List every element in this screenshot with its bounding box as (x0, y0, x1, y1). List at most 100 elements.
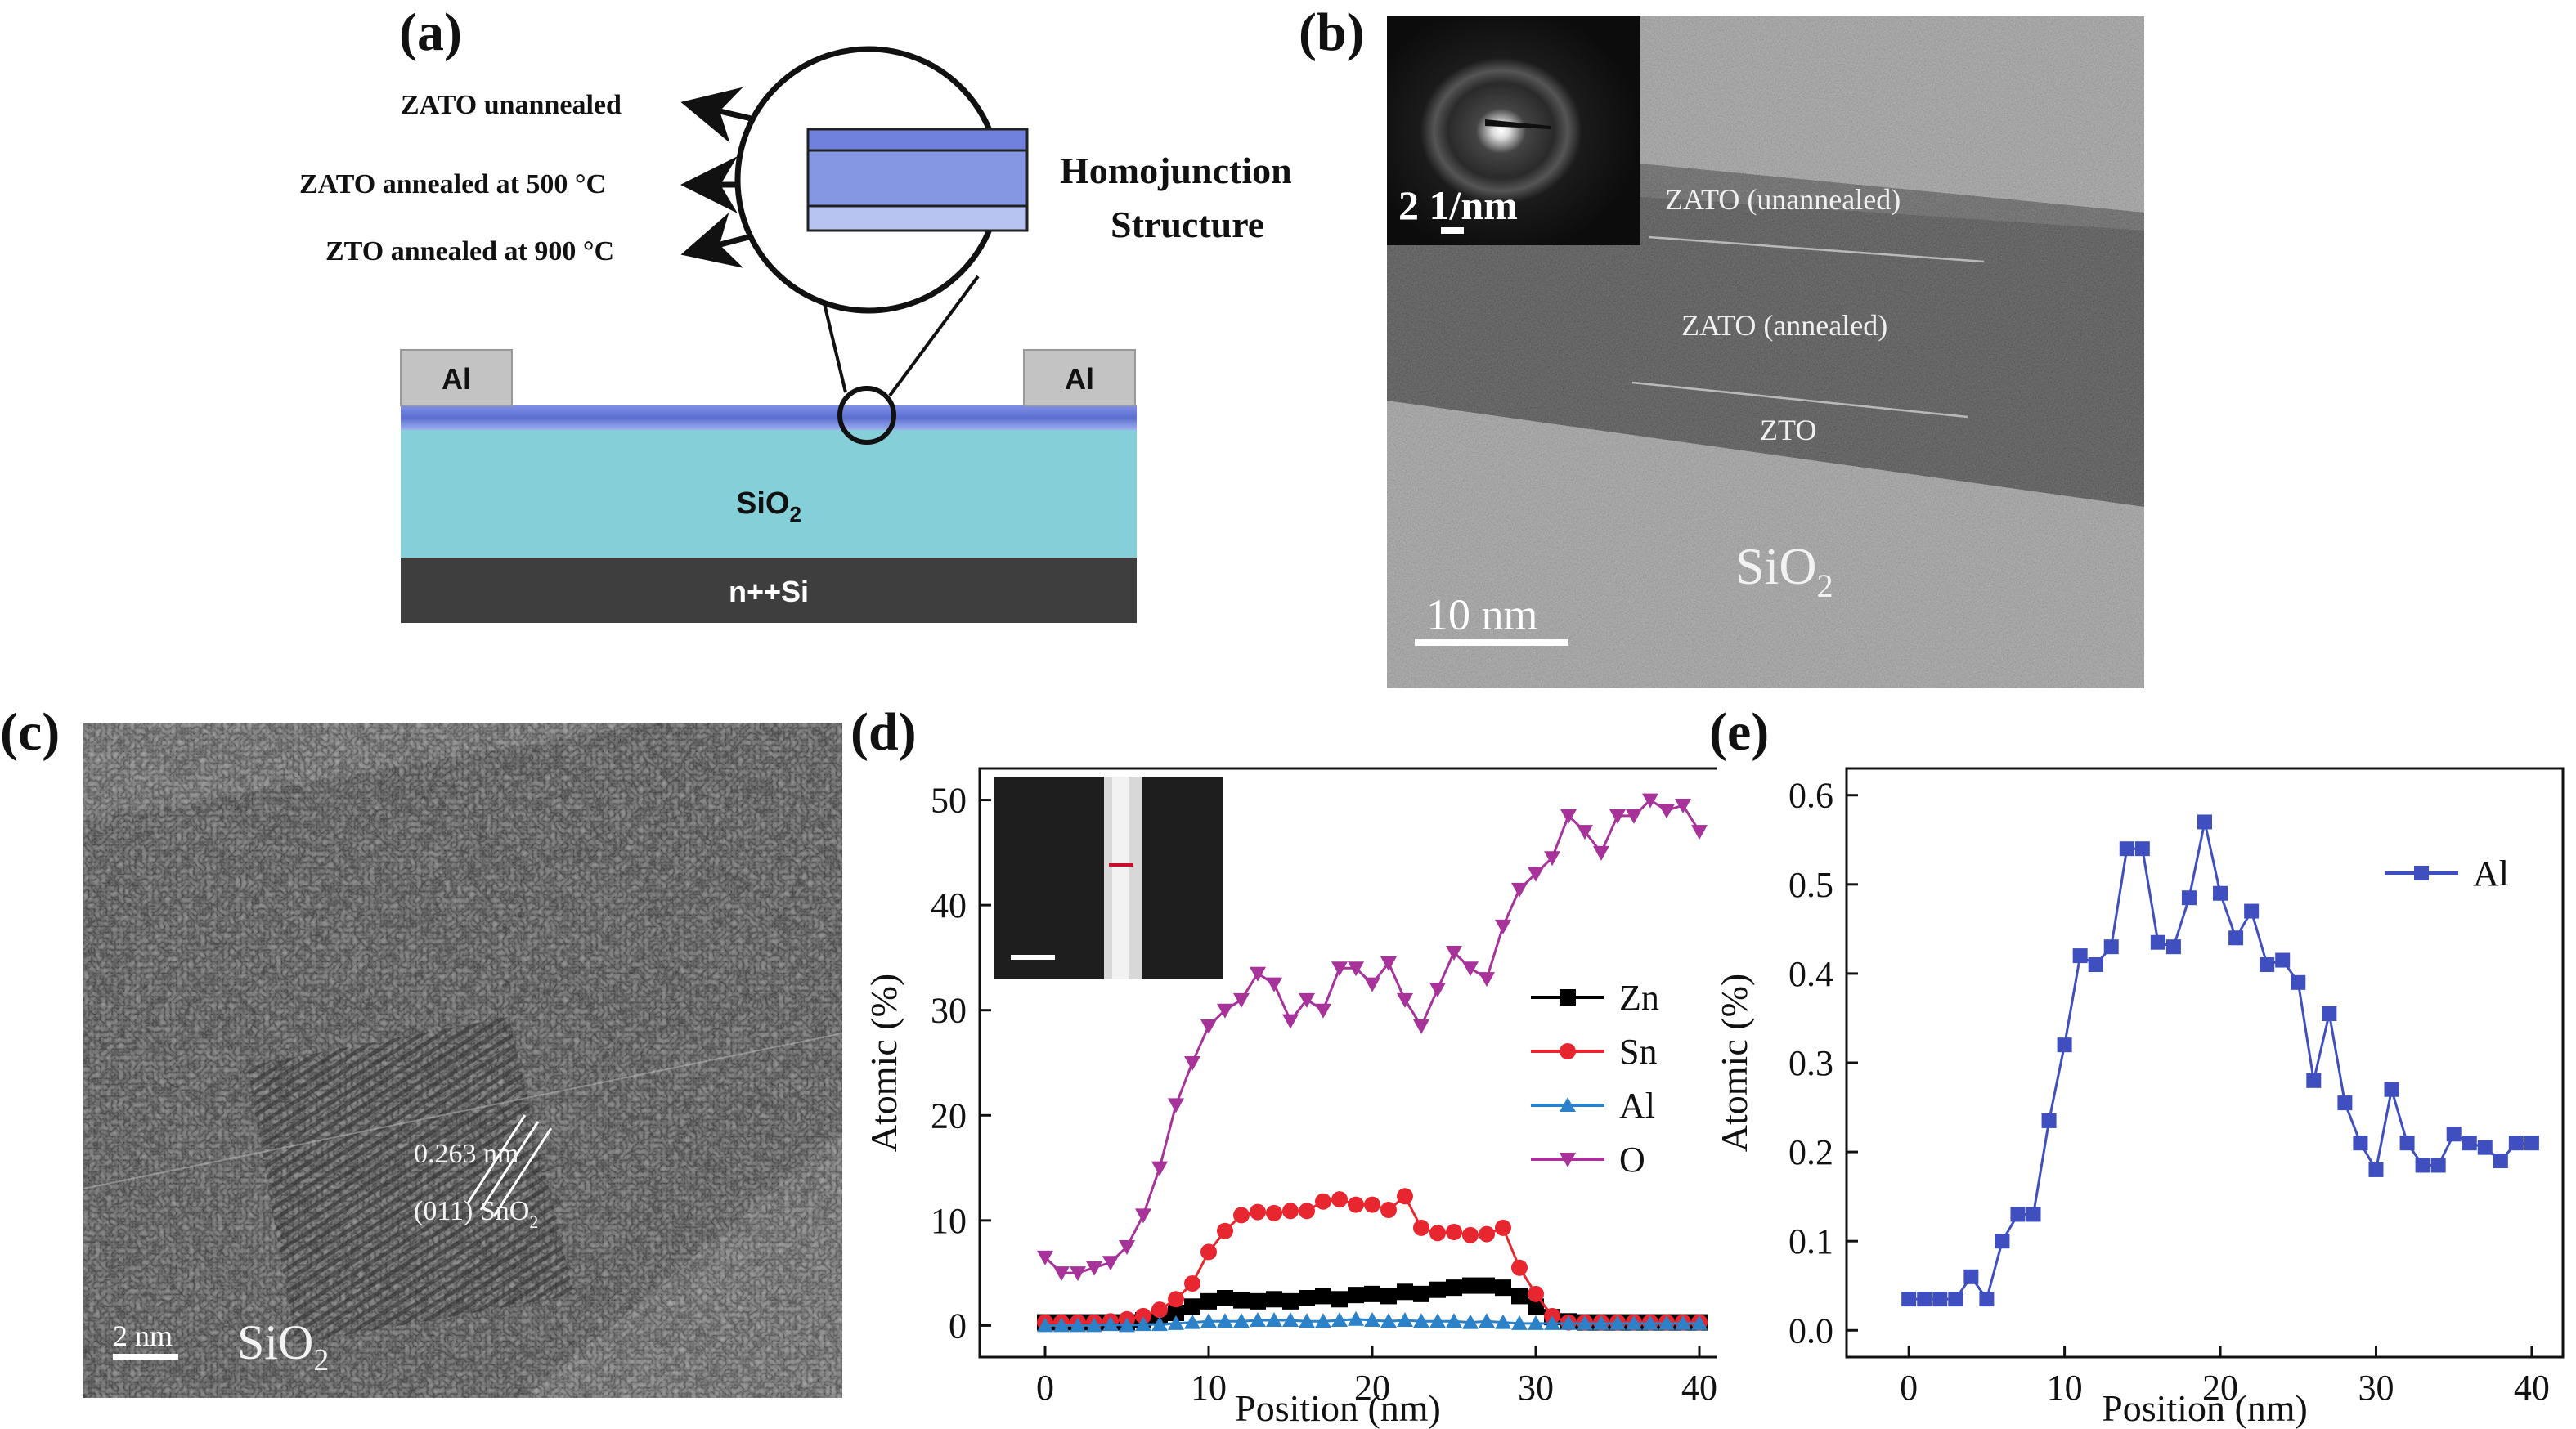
zoom-spot (837, 386, 896, 445)
data-point-o (1397, 992, 1413, 1008)
x-tick-label: 10 (2047, 1368, 2083, 1408)
data-point-al (1282, 1312, 1299, 1327)
data-point-al (2041, 1113, 2057, 1128)
data-point-o (1691, 825, 1708, 840)
plot-frame-d (978, 767, 1717, 1359)
data-point-zn (1331, 1291, 1348, 1308)
data-point-o (1429, 983, 1446, 997)
data-point-al (2228, 930, 2244, 946)
data-point-o (1348, 961, 1364, 977)
data-point-o (1233, 992, 1250, 1008)
channel-layer (401, 405, 1137, 430)
data-point-al (2119, 841, 2134, 857)
plane-label: (011) SnO2 (414, 1196, 538, 1232)
data-point-sn (1168, 1291, 1184, 1308)
data-point-zn (1429, 1281, 1446, 1298)
layer-zto-rect (806, 204, 1029, 232)
data-point-o (1446, 946, 1462, 961)
data-point-zn (1217, 1290, 1233, 1306)
panel-label-c: (c) (0, 702, 61, 762)
data-point-o (1184, 1056, 1200, 1071)
data-point-sn (1413, 1219, 1429, 1236)
data-point-o (1282, 1014, 1299, 1029)
data-point-al (1413, 1313, 1429, 1328)
layer-label-annealed-900: ZTO annealed at 900 °C (325, 236, 614, 267)
data-point-al (2524, 1136, 2539, 1151)
legend-d: Zn Sn Al O (1531, 978, 1659, 1180)
data-point-zn (1299, 1290, 1315, 1306)
data-point-al (1151, 1316, 1168, 1332)
data-point-al (1479, 1313, 1495, 1328)
data-point-al (2446, 1127, 2462, 1142)
y-tick-label: 0.4 (1788, 954, 1833, 994)
xlabel-d: Position (nm) (1235, 1387, 1441, 1429)
data-point-o (1331, 961, 1348, 977)
data-point-o (1413, 1019, 1429, 1034)
data-point-al (1528, 1315, 1544, 1330)
data-point-al (2462, 1136, 2477, 1151)
legend-marker-al (1560, 1097, 1576, 1112)
data-point-al (2103, 939, 2119, 955)
diffraction-scale-label: 2 1/nm (1398, 182, 1518, 228)
data-point-zn (1462, 1277, 1479, 1294)
data-point-sn (1233, 1207, 1250, 1224)
panel-label-a: (a) (399, 2, 462, 62)
data-point-al (1511, 1315, 1528, 1330)
homojunction-label: Homojunction (1060, 150, 1292, 191)
data-point-sn (1282, 1203, 1299, 1220)
ylabel-d: Atomic (%) (863, 974, 904, 1152)
series-al (1901, 814, 2539, 1307)
data-point-o (1266, 977, 1282, 992)
data-point-al (2213, 885, 2228, 901)
layer-label-unannealed: ZATO unannealed (401, 90, 622, 120)
hrtem-interface (83, 1033, 842, 1189)
legend-marker-sn (1560, 1043, 1576, 1059)
data-point-zn (1200, 1292, 1217, 1310)
data-point-al (2181, 890, 2197, 906)
xlabel-e: Position (nm) (2102, 1387, 2308, 1429)
data-point-al (2399, 1136, 2415, 1151)
diffraction-scale-bar (1441, 227, 1464, 234)
data-point-al (1348, 1310, 1364, 1326)
data-point-sn (1200, 1243, 1217, 1261)
y-tick-label: 30 (931, 991, 967, 1031)
electrode-left (400, 349, 513, 406)
y-tick-label: 40 (931, 885, 967, 925)
data-point-al (1053, 1317, 1070, 1333)
legend-label-o: O (1619, 1140, 1645, 1180)
data-point-o (1200, 1019, 1217, 1034)
data-point-al (1446, 1313, 1462, 1328)
data-point-o (1380, 956, 1397, 971)
data-point-o (1511, 882, 1528, 898)
x-tick-label: 30 (1518, 1368, 1554, 1408)
data-point-al (2134, 841, 2150, 857)
data-point-o (1495, 919, 1511, 934)
substrate-label-b: SiO2 (1735, 537, 1833, 604)
layer-label-b-zto: ZTO (1760, 414, 1816, 446)
data-point-sn (1511, 1259, 1528, 1276)
data-point-al (1429, 1313, 1446, 1328)
data-point-al (1217, 1313, 1233, 1328)
data-point-al (1102, 1316, 1119, 1332)
data-point-zn (1364, 1285, 1380, 1302)
data-point-al (1266, 1312, 1282, 1327)
x-tick-label: 40 (2514, 1368, 2550, 1408)
data-point-al (1963, 1269, 1979, 1284)
lattice-marker (466, 1114, 553, 1217)
x-tick-label: 40 (1681, 1368, 1717, 1408)
data-point-al (1135, 1316, 1151, 1332)
data-point-sn (1495, 1219, 1511, 1236)
x-tick-label: 30 (2358, 1368, 2394, 1408)
data-point-al (1070, 1317, 1086, 1333)
data-point-al (1691, 1315, 1708, 1330)
plot-frame-e (1845, 767, 2565, 1359)
legend-marker-o (1560, 1153, 1576, 1167)
legend-label-sn: Sn (1619, 1032, 1657, 1072)
tem-cross-section: ZATO (unannealed) ZATO (annealed) ZTO Si… (1387, 16, 2144, 688)
data-point-sn (1151, 1301, 1168, 1319)
data-point-al (1168, 1315, 1184, 1330)
data-point-o (1479, 972, 1495, 988)
data-point-al (2197, 814, 2212, 830)
data-point-o (1642, 793, 1658, 809)
lattice-fringes (247, 1017, 574, 1344)
